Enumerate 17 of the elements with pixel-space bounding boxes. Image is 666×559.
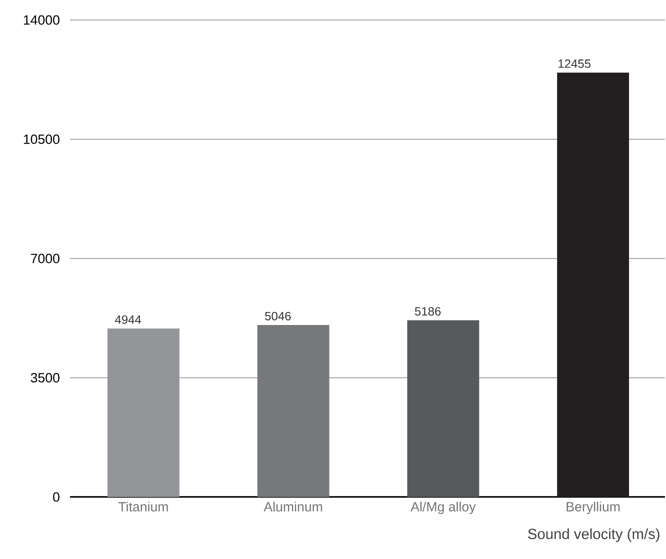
y-tick-label: 14000 [24, 15, 60, 25]
bar [407, 320, 480, 497]
x-tick-label: Beryllium [566, 502, 620, 514]
data-label: 5186 [414, 307, 441, 316]
y-tick-label: 10500 [24, 134, 60, 144]
y-tick-label: 3500 [30, 373, 60, 382]
data-label: 4944 [114, 315, 142, 324]
data-label: 12455 [558, 59, 591, 68]
y-tick-label: 7000 [30, 254, 60, 264]
y-tick-label: 0 [53, 492, 60, 502]
data-label: 5046 [265, 312, 291, 320]
x-axis-title: Sound velocity (m/s) [528, 528, 660, 542]
x-tick-label: Titanium [118, 502, 168, 512]
x-tick-label: Al/Mg alloy [410, 502, 476, 514]
bar [557, 72, 630, 497]
x-tick-label: Aluminum [264, 502, 322, 512]
bar [257, 325, 330, 497]
